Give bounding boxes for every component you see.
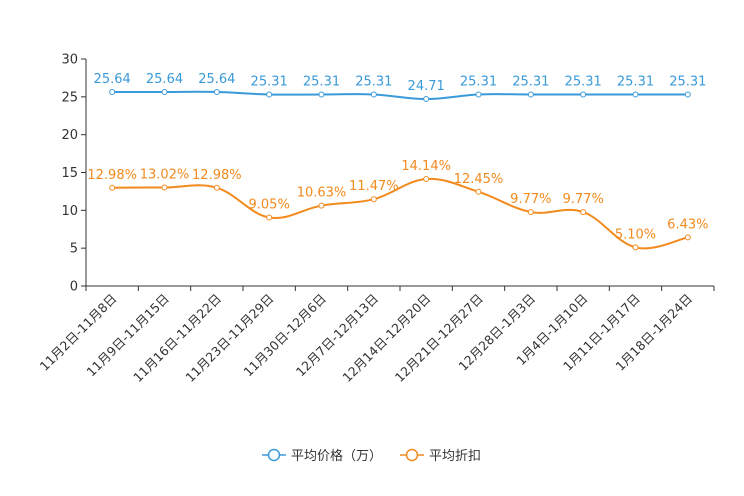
data-point — [213, 184, 220, 191]
legend-label: 平均价格（万） — [291, 448, 382, 464]
series-line — [112, 177, 689, 250]
data-point — [109, 184, 116, 191]
y-tick-label: 20 — [61, 128, 78, 143]
data-point — [370, 196, 377, 203]
data-label: 9.05% — [249, 198, 290, 213]
data-label: 25.64 — [198, 72, 235, 87]
data-point — [580, 91, 587, 98]
data-label: 25.31 — [565, 74, 602, 89]
data-label: 5.10% — [615, 227, 656, 242]
data-point — [423, 176, 430, 183]
legend-marker-icon — [405, 448, 419, 462]
data-label: 25.31 — [303, 74, 340, 89]
data-label: 12.45% — [454, 172, 504, 187]
data-point — [580, 209, 587, 216]
data-label: 25.31 — [669, 74, 706, 89]
data-point — [318, 202, 325, 209]
data-label: 25.31 — [460, 74, 497, 89]
data-label: 11.47% — [349, 179, 399, 194]
y-tick-label: 25 — [61, 90, 78, 105]
data-label: 25.31 — [512, 74, 549, 89]
data-label: 12.98% — [192, 168, 242, 183]
data-label: 10.63% — [297, 186, 347, 201]
data-label: 6.43% — [667, 217, 708, 232]
data-label: 9.77% — [563, 192, 604, 207]
x-tick-label: 11月16日-11月22日 — [130, 291, 224, 385]
data-label: 25.31 — [355, 74, 392, 89]
data-point — [161, 88, 168, 95]
x-tick-label: 12月21日-12月27日 — [392, 291, 486, 385]
y-tick-label: 0 — [70, 280, 78, 295]
data-point — [266, 214, 273, 221]
series-line — [112, 90, 688, 101]
data-point — [632, 91, 639, 98]
legend-marker-icon — [267, 448, 281, 462]
data-label: 24.71 — [408, 79, 445, 94]
y-tick-label: 30 — [61, 53, 78, 68]
x-tick-label: 11月23日-11月29日 — [182, 291, 276, 385]
data-point — [213, 88, 220, 95]
data-point — [161, 184, 168, 191]
data-point — [527, 91, 534, 98]
data-label: 25.31 — [617, 74, 654, 89]
data-label: 25.31 — [251, 74, 288, 89]
data-point — [318, 91, 325, 98]
data-point — [370, 91, 377, 98]
data-label: 9.77% — [510, 192, 551, 207]
y-tick-label: 5 — [70, 242, 78, 257]
data-point — [475, 91, 482, 98]
data-point — [684, 234, 691, 241]
y-tick-label: 10 — [61, 204, 78, 219]
series-average-price: 25.64 25.64 25.64 25.31 25.31 25.31 24.71 25.31… — [94, 72, 706, 103]
data-point — [632, 244, 639, 251]
data-point — [475, 188, 482, 195]
y-tick-label: 15 — [61, 166, 78, 181]
series-average-discount: 12.98% 13.02% 12.98% 9.05% 10.63% 11.47%14.14… — [87, 159, 708, 251]
data-label: 12.98% — [87, 168, 137, 183]
x-tick-label: 12月14日-12月20日 — [339, 291, 433, 385]
data-point — [423, 96, 430, 103]
data-point — [684, 91, 691, 98]
data-label: 14.14% — [401, 159, 451, 174]
legend: 平均价格（万） 平均折扣 — [262, 448, 481, 464]
data-label: 25.64 — [94, 72, 131, 87]
legend-label: 平均折扣 — [429, 449, 481, 464]
data-label: 13.02% — [140, 167, 190, 182]
data-label: 25.64 — [146, 72, 183, 87]
data-point — [109, 88, 116, 95]
data-point — [266, 91, 273, 98]
data-point — [527, 209, 534, 216]
